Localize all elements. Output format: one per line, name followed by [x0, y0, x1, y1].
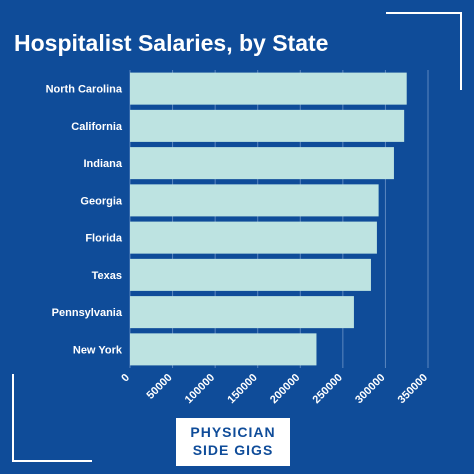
chart-title: Hospitalist Salaries, by State: [14, 30, 329, 56]
category-label-texas: Texas: [92, 270, 122, 282]
bar-california: [130, 109, 405, 142]
bar-texas: [130, 258, 371, 291]
x-tick-label-200000: 200000: [268, 372, 302, 406]
x-tick-label-350000: 350000: [396, 372, 430, 406]
logo-line-2: SIDE GIGS: [192, 442, 274, 458]
category-label-florida: Florida: [85, 233, 123, 245]
category-label-pennsylvania: Pennsylvania: [52, 307, 123, 319]
frame-corner-bottom-left: [12, 460, 92, 462]
frame-corner-bottom-left-vertical: [12, 374, 14, 462]
frame-corner-top-right: [386, 12, 462, 14]
category-label-california: California: [71, 121, 123, 133]
bar-north-carolina: [130, 72, 407, 105]
bar-indiana: [130, 147, 394, 180]
category-label-georgia: Georgia: [80, 195, 122, 207]
logo-line-1: PHYSICIAN: [190, 424, 276, 440]
bar-florida: [130, 221, 377, 254]
x-tick-label-50000: 50000: [145, 372, 175, 402]
x-tick-label-0: 0: [119, 372, 132, 385]
bar-pennsylvania: [130, 296, 354, 329]
x-tick-label-150000: 150000: [225, 372, 259, 406]
brand-logo: PHYSICIAN SIDE GIGS: [176, 418, 290, 466]
category-label-north-carolina: North Carolina: [46, 84, 123, 96]
x-tick-label-300000: 300000: [353, 372, 387, 406]
category-label-indiana: Indiana: [83, 158, 122, 170]
frame-corner-top-right-vertical: [460, 12, 462, 90]
bar-new-york: [130, 333, 317, 366]
x-tick-label-100000: 100000: [183, 372, 217, 406]
x-tick-label-250000: 250000: [311, 372, 345, 406]
bar-georgia: [130, 184, 379, 217]
category-label-new-york: New York: [73, 344, 123, 356]
